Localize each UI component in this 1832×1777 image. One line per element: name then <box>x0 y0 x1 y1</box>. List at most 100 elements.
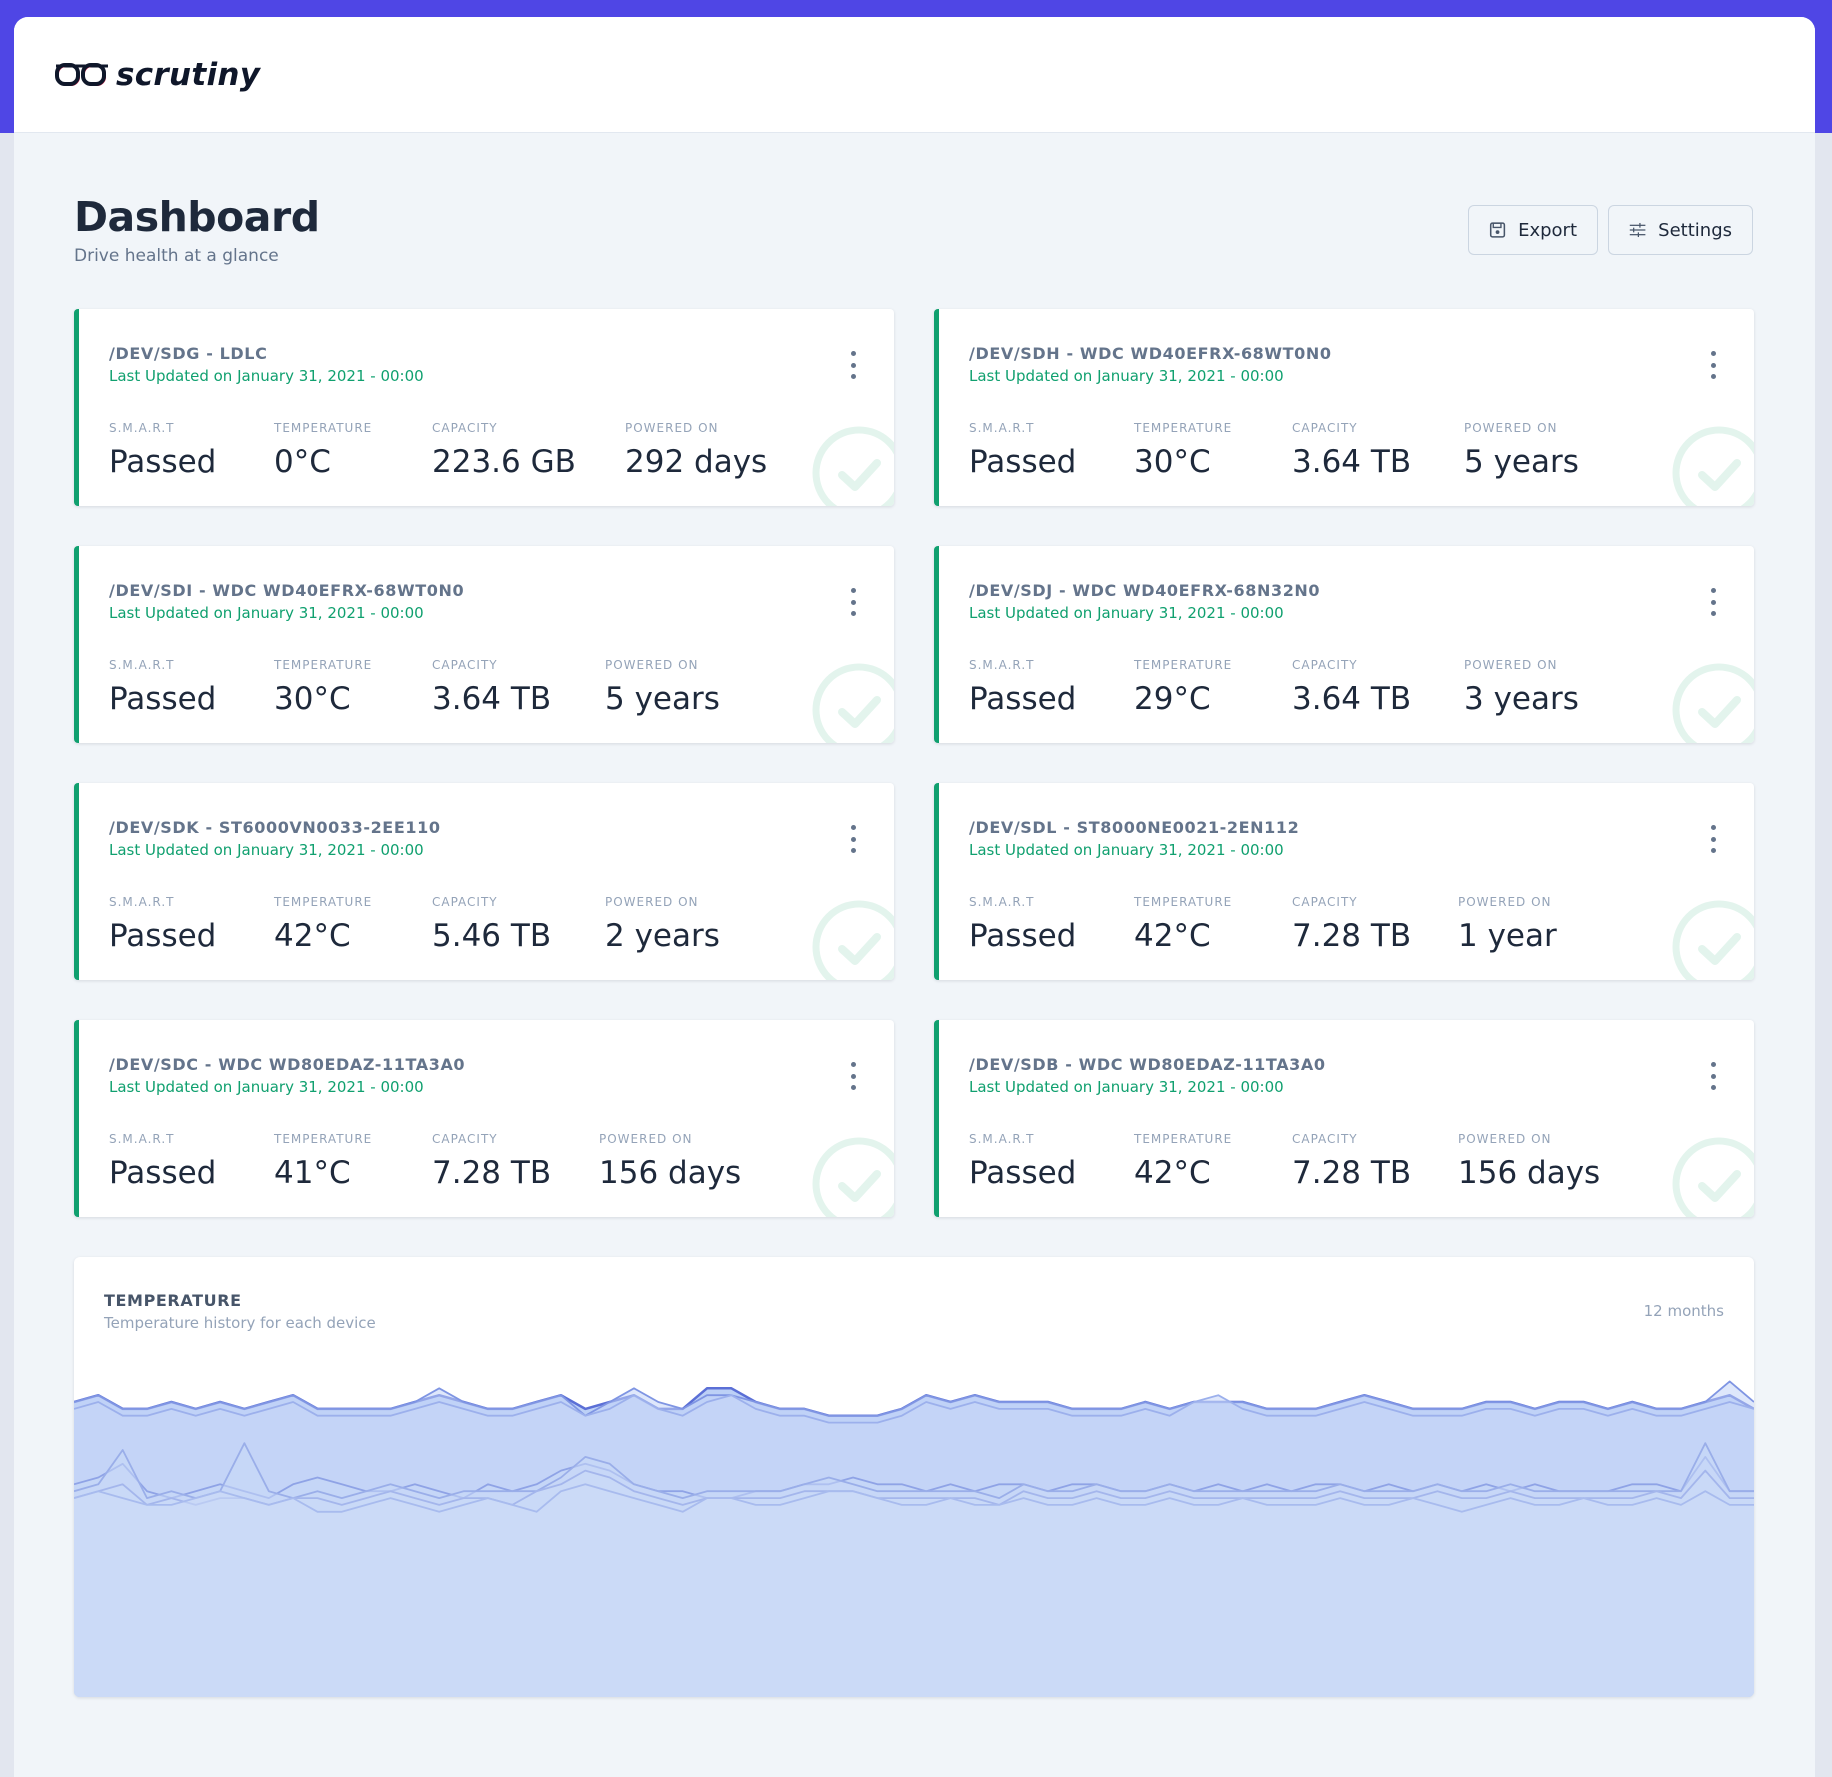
temperature-value: 0°C <box>274 444 331 480</box>
smart-label: S.M.A.R.T <box>109 421 175 435</box>
smart-label: S.M.A.R.T <box>109 658 175 672</box>
device-card[interactable]: /DEV/SDL - ST8000NE0021-2EN112 Last Upda… <box>934 783 1754 980</box>
powered-on-stat: POWERED ON 292 days <box>625 421 767 480</box>
capacity-value: 7.28 TB <box>1292 918 1412 954</box>
powered-on-label: POWERED ON <box>1458 895 1552 909</box>
device-card[interactable]: /DEV/SDJ - WDC WD40EFRX-68N32N0 Last Upd… <box>934 546 1754 743</box>
device-last-updated: Last Updated on January 31, 2021 - 00:00 <box>109 367 424 385</box>
device-title: /DEV/SDC - WDC WD80EDAZ-11TA3A0 <box>109 1055 466 1074</box>
temperature-value: 30°C <box>274 681 351 717</box>
temperature-value: 42°C <box>1134 918 1211 954</box>
powered-on-label: POWERED ON <box>1458 1132 1552 1146</box>
smart-stat: S.M.A.R.T Passed <box>969 421 1076 480</box>
settings-button[interactable]: Settings <box>1608 205 1753 255</box>
smart-value: Passed <box>109 444 217 480</box>
page-subtitle: Drive health at a glance <box>74 246 279 266</box>
device-title: /DEV/SDL - ST8000NE0021-2EN112 <box>969 818 1300 837</box>
series-line-3 <box>74 1456 1754 1499</box>
powered-on-label: POWERED ON <box>605 658 699 672</box>
powered-on-value: 5 years <box>1464 444 1579 480</box>
device-card[interactable]: /DEV/SDK - ST6000VN0033-2EE110 Last Upda… <box>74 783 894 980</box>
more-vertical-icon[interactable] <box>848 351 858 379</box>
powered-on-value: 156 days <box>599 1155 742 1191</box>
powered-on-label: POWERED ON <box>1464 421 1558 435</box>
smart-stat: S.M.A.R.T Passed <box>109 895 216 954</box>
more-vertical-icon[interactable] <box>848 588 858 616</box>
check-circle-icon <box>812 663 894 743</box>
device-last-updated: Last Updated on January 31, 2021 - 00:00 <box>109 1078 424 1096</box>
temperature-value: 29°C <box>1134 681 1211 717</box>
smart-label: S.M.A.R.T <box>109 1132 175 1146</box>
more-vertical-icon[interactable] <box>848 825 858 853</box>
device-card[interactable]: /DEV/SDB - WDC WD80EDAZ-11TA3A0 Last Upd… <box>934 1020 1754 1217</box>
temperature-label: TEMPERATURE <box>1134 895 1233 909</box>
capacity-stat: CAPACITY 5.46 TB <box>432 895 551 954</box>
smart-stat: S.M.A.R.T Passed <box>109 421 216 480</box>
settings-label: Settings <box>1658 219 1732 241</box>
capacity-stat: CAPACITY 7.28 TB <box>1292 895 1411 954</box>
series-line-1 <box>74 1380 1754 1417</box>
capacity-label: CAPACITY <box>432 895 498 909</box>
temperature-stat: TEMPERATURE 0°C <box>274 421 372 480</box>
device-title: /DEV/SDH - WDC WD40EFRX-68WT0N0 <box>969 344 1332 363</box>
temperature-label: TEMPERATURE <box>274 895 373 909</box>
chart-subtitle: Temperature history for each device <box>104 1314 376 1332</box>
powered-on-stat: POWERED ON 1 year <box>1458 895 1557 954</box>
device-card[interactable]: /DEV/SDG - LDLC Last Updated on January … <box>74 309 894 506</box>
powered-on-label: POWERED ON <box>1464 658 1558 672</box>
save-icon <box>1489 222 1506 238</box>
capacity-label: CAPACITY <box>432 658 498 672</box>
device-card[interactable]: /DEV/SDI - WDC WD40EFRX-68WT0N0 Last Upd… <box>74 546 894 743</box>
powered-on-label: POWERED ON <box>625 421 719 435</box>
powered-on-stat: POWERED ON 156 days <box>1458 1132 1600 1191</box>
device-card[interactable]: /DEV/SDH - WDC WD40EFRX-68WT0N0 Last Upd… <box>934 309 1754 506</box>
temperature-label: TEMPERATURE <box>1134 421 1233 435</box>
app-header: scrutiny <box>14 17 1815 133</box>
chart-range-selector[interactable]: 12 months <box>1643 1302 1724 1320</box>
temperature-value: 42°C <box>274 918 351 954</box>
device-card[interactable]: /DEV/SDC - WDC WD80EDAZ-11TA3A0 Last Upd… <box>74 1020 894 1217</box>
series-line-6 <box>74 1483 1754 1513</box>
device-last-updated: Last Updated on January 31, 2021 - 00:00 <box>109 841 424 859</box>
chart-title: TEMPERATURE <box>104 1291 242 1310</box>
powered-on-value: 3 years <box>1464 681 1579 717</box>
series-area-6 <box>74 1484 1754 1697</box>
powered-on-label: POWERED ON <box>605 895 699 909</box>
export-button[interactable]: Export <box>1468 205 1598 255</box>
temperature-label: TEMPERATURE <box>274 658 373 672</box>
powered-on-stat: POWERED ON 3 years <box>1464 658 1579 717</box>
temperature-label: TEMPERATURE <box>1134 658 1233 672</box>
powered-on-stat: POWERED ON 5 years <box>605 658 720 717</box>
smart-value: Passed <box>109 918 217 954</box>
device-title: /DEV/SDG - LDLC <box>109 344 268 363</box>
powered-on-value: 2 years <box>605 918 720 954</box>
more-vertical-icon[interactable] <box>1708 1062 1718 1090</box>
temperature-stat: TEMPERATURE 42°C <box>1134 1132 1232 1191</box>
capacity-label: CAPACITY <box>1292 1132 1358 1146</box>
temperature-chart <box>74 1380 1754 1697</box>
capacity-value: 3.64 TB <box>432 681 552 717</box>
more-vertical-icon[interactable] <box>848 1062 858 1090</box>
export-label: Export <box>1518 219 1577 241</box>
capacity-label: CAPACITY <box>432 421 498 435</box>
device-last-updated: Last Updated on January 31, 2021 - 00:00 <box>969 604 1284 622</box>
device-grid: /DEV/SDG - LDLC Last Updated on January … <box>74 309 1754 1217</box>
more-vertical-icon[interactable] <box>1708 351 1718 379</box>
smart-value: Passed <box>969 444 1077 480</box>
check-circle-icon <box>1672 663 1754 743</box>
more-vertical-icon[interactable] <box>1708 588 1718 616</box>
temperature-stat: TEMPERATURE 42°C <box>1134 895 1232 954</box>
powered-on-stat: POWERED ON 156 days <box>599 1132 741 1191</box>
smart-value: Passed <box>969 681 1077 717</box>
check-circle-icon <box>812 900 894 980</box>
smart-value: Passed <box>109 681 217 717</box>
series-line-5 <box>74 1469 1754 1506</box>
smart-stat: S.M.A.R.T Passed <box>969 658 1076 717</box>
app-logo[interactable]: scrutiny <box>54 55 260 95</box>
device-last-updated: Last Updated on January 31, 2021 - 00:00 <box>109 604 424 622</box>
capacity-value: 5.46 TB <box>432 918 552 954</box>
capacity-value: 3.64 TB <box>1292 444 1412 480</box>
smart-stat: S.M.A.R.T Passed <box>109 658 216 717</box>
capacity-stat: CAPACITY 3.64 TB <box>1292 658 1411 717</box>
more-vertical-icon[interactable] <box>1708 825 1718 853</box>
